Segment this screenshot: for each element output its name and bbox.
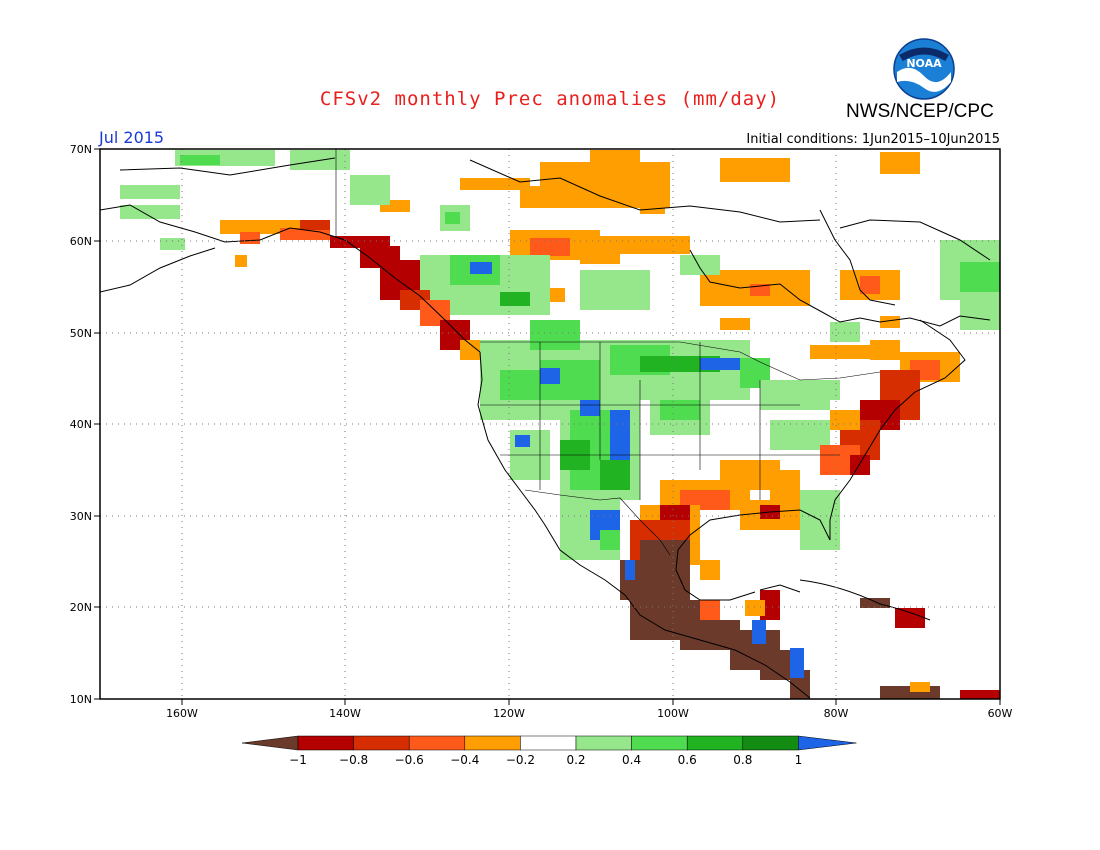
lon-label: 100W	[657, 707, 689, 720]
lat-label: 10N	[70, 693, 92, 706]
organization-label: NWS/NCEP/CPC	[846, 101, 994, 122]
lon-label: 80W	[824, 707, 849, 720]
anomaly-patch-hudson	[700, 270, 900, 330]
colorbar-arrow-high	[798, 735, 857, 751]
initial-conditions-label: Initial conditions: 1Jun2015–10Jun2015	[746, 132, 1000, 147]
lat-ticks	[94, 148, 100, 700]
lon-label: 120W	[493, 707, 525, 720]
colorbar-label: −1	[289, 753, 307, 767]
lon-label: 160W	[166, 707, 198, 720]
lon-label: 60W	[988, 707, 1013, 720]
lat-label: 60N	[70, 235, 92, 248]
colorbar-label: 0.8	[733, 753, 752, 767]
anomaly-patch-arctic	[380, 150, 920, 302]
colorbar-label: −0.2	[506, 753, 535, 767]
colorbar-swatch	[575, 735, 632, 751]
lat-labels: 70N 60N 50N 40N 30N 20N 10N	[70, 143, 92, 706]
colorbar-label: −0.8	[339, 753, 368, 767]
colorbar-swatch	[742, 735, 799, 751]
logo-text: NOAA	[906, 57, 942, 70]
colorbar-swatch	[686, 735, 744, 751]
lat-label: 50N	[70, 327, 92, 340]
colorbar-label: −0.4	[450, 753, 479, 767]
colorbar-arrow-low	[241, 735, 299, 751]
graticule	[100, 149, 1000, 699]
lon-label: 140W	[329, 707, 361, 720]
lat-label: 70N	[70, 143, 92, 156]
lat-label: 40N	[70, 418, 92, 431]
colorbar-label: 0.4	[622, 753, 641, 767]
lat-label: 30N	[70, 510, 92, 523]
lon-ticks	[181, 699, 1001, 705]
colorbar-label: −0.6	[395, 753, 424, 767]
colorbar-swatch	[464, 735, 521, 751]
borders	[335, 149, 881, 556]
anomaly-patch-east-coast	[810, 340, 960, 475]
map-panel	[100, 149, 1000, 699]
map-title: CFSv2 monthly Prec anomalies (mm/day)	[319, 88, 781, 110]
coastlines	[100, 157, 991, 699]
anomaly-patch-alaska-coast	[220, 220, 485, 360]
colorbar-swatch	[520, 735, 577, 751]
lon-labels: 160W 140W 120W 100W 80W 60W	[166, 707, 1012, 720]
colorbar-label: 0.6	[678, 753, 697, 767]
colorbar-swatch	[631, 735, 688, 751]
colorbar-swatch	[353, 735, 410, 751]
anomaly-patch-north-green	[120, 150, 1000, 342]
lat-label: 20N	[70, 601, 92, 614]
colorbar-label: 0.2	[566, 753, 585, 767]
colorbar-label: 1	[795, 753, 803, 767]
colorbar-swatch	[408, 735, 466, 751]
colorbar: −1 −0.8 −0.6 −0.4 −0.2 0.2 0.4 0.6 0.8 1	[241, 735, 857, 767]
valid-month-label: Jul 2015	[99, 128, 165, 147]
noaa-logo-icon: NOAA	[893, 38, 955, 100]
colorbar-swatch	[297, 735, 354, 751]
